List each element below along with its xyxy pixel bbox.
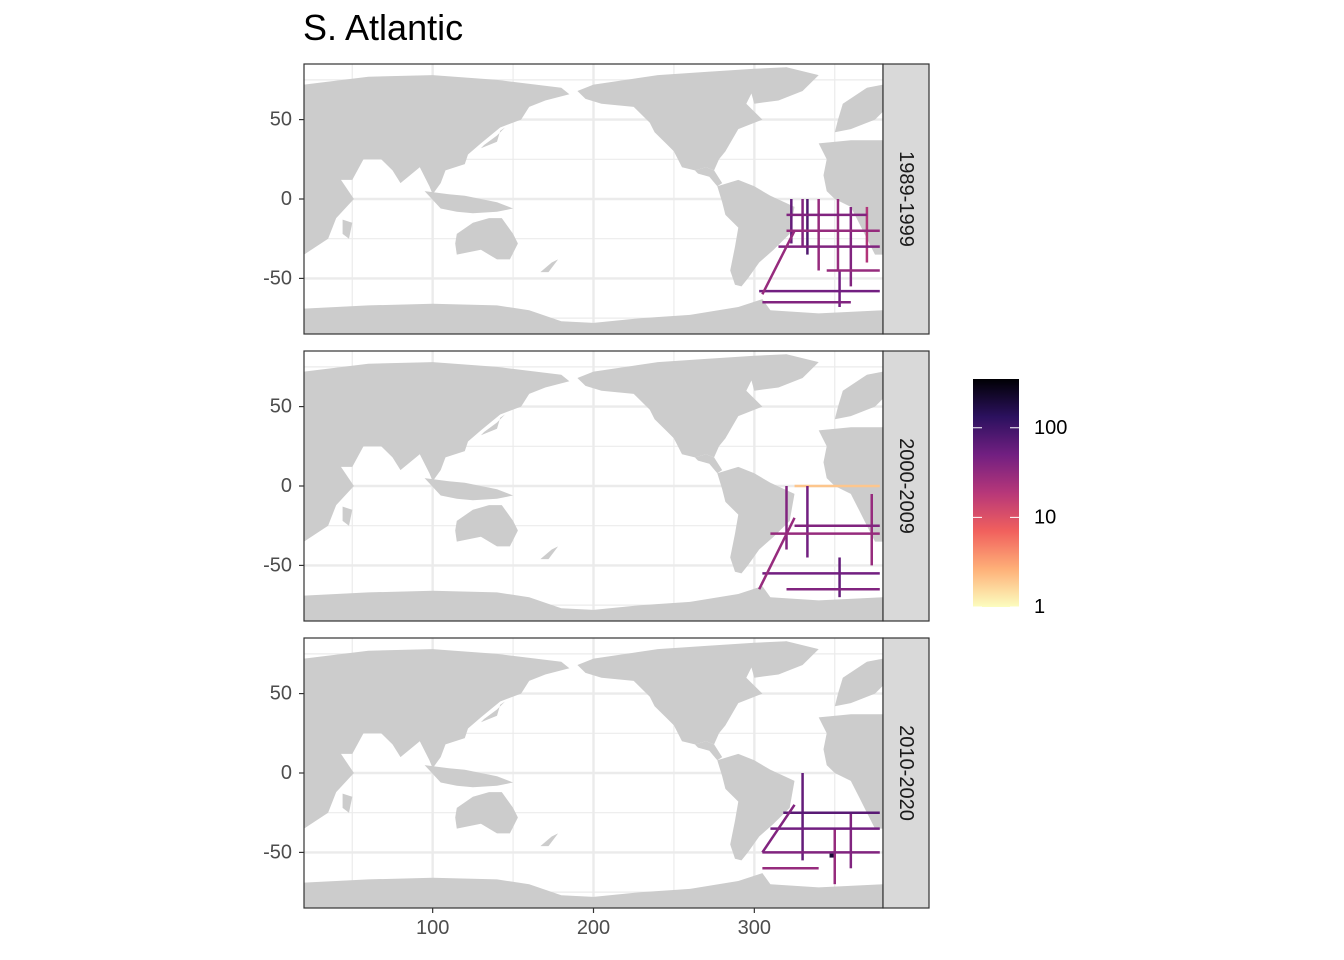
australia-land (455, 505, 518, 547)
facet-panel: 2010-2020 -50 0 50 (263, 637, 930, 909)
europe-west-land (834, 658, 883, 707)
north-america-land (577, 354, 790, 458)
y-tick-label: -50 (263, 554, 292, 576)
y-tick-label: -50 (263, 841, 292, 863)
south-america-land (717, 753, 795, 861)
madagascar-land (342, 793, 353, 813)
north-america-land (577, 67, 790, 171)
africa-west-land (818, 427, 883, 542)
north-america-land (577, 641, 790, 745)
chart-title: S. Atlantic (303, 7, 463, 48)
y-tick-label: -50 (263, 267, 292, 289)
observation-track (761, 804, 796, 854)
x-tick-label: 300 (738, 917, 771, 939)
central-america-land (694, 741, 723, 761)
legend-tick-label: 1 (1034, 596, 1045, 618)
new-zealand-land (540, 546, 559, 560)
australia-land (455, 792, 518, 834)
indonesia-land (424, 478, 514, 501)
observation-point (829, 853, 834, 858)
madagascar-land (342, 506, 353, 526)
antarctica-land (304, 873, 883, 908)
australia-land (455, 218, 518, 260)
eurasia-africa-land (304, 362, 570, 542)
x-tick-label: 200 (577, 917, 610, 939)
antarctica-land (304, 299, 883, 334)
y-tick-label: 50 (270, 683, 292, 705)
europe-west-land (834, 371, 883, 420)
japan-land (480, 127, 505, 149)
observation-track (758, 517, 796, 590)
y-tick-label: 50 (270, 396, 292, 418)
x-tick-label: 100 (416, 917, 449, 939)
facet-strip-label: 1989-1999 (895, 151, 917, 247)
europe-west-land (834, 84, 883, 133)
central-america-land (694, 167, 723, 187)
central-america-land (694, 454, 723, 474)
facet-strip (882, 637, 930, 909)
indonesia-land (424, 191, 514, 214)
legend-tick-label: 10 (1034, 506, 1056, 528)
indonesia-land (424, 765, 514, 788)
new-zealand-land (540, 259, 559, 273)
observation-track (761, 230, 796, 295)
madagascar-land (342, 219, 353, 239)
south-america-land (717, 179, 795, 287)
eurasia-africa-land (304, 75, 570, 255)
y-tick-label: 50 (270, 109, 292, 131)
y-tick-label: 0 (281, 762, 292, 784)
greenland-land (746, 641, 819, 678)
facet-panel: 1989-1999 -50 0 50 (263, 63, 930, 335)
eurasia-africa-land (304, 649, 570, 829)
facet-panels: 1989-1999 -50 0 50 2000-2009 -50 0 50 2010-2020 -… (263, 63, 930, 909)
x-axis: 100 200 300 (416, 908, 771, 939)
japan-land (480, 414, 505, 436)
legend-tick-label: 100 (1034, 417, 1067, 439)
facet-strip-label: 2010-2020 (895, 725, 917, 821)
color-legend: 1 10 100 (973, 379, 1067, 618)
greenland-land (746, 67, 819, 104)
antarctica-land (304, 586, 883, 621)
japan-land (480, 701, 505, 723)
new-zealand-land (540, 833, 559, 847)
facet-panel: 2000-2009 -50 0 50 (263, 350, 930, 622)
y-tick-label: 0 (281, 475, 292, 497)
facet-strip-label: 2000-2009 (895, 438, 917, 534)
facet-strip (882, 63, 930, 335)
facet-strip (882, 350, 930, 622)
y-tick-label: 0 (281, 188, 292, 210)
legend-colorbar (973, 379, 1019, 607)
south-america-land (717, 466, 795, 574)
greenland-land (746, 354, 819, 391)
africa-west-land (818, 714, 883, 829)
